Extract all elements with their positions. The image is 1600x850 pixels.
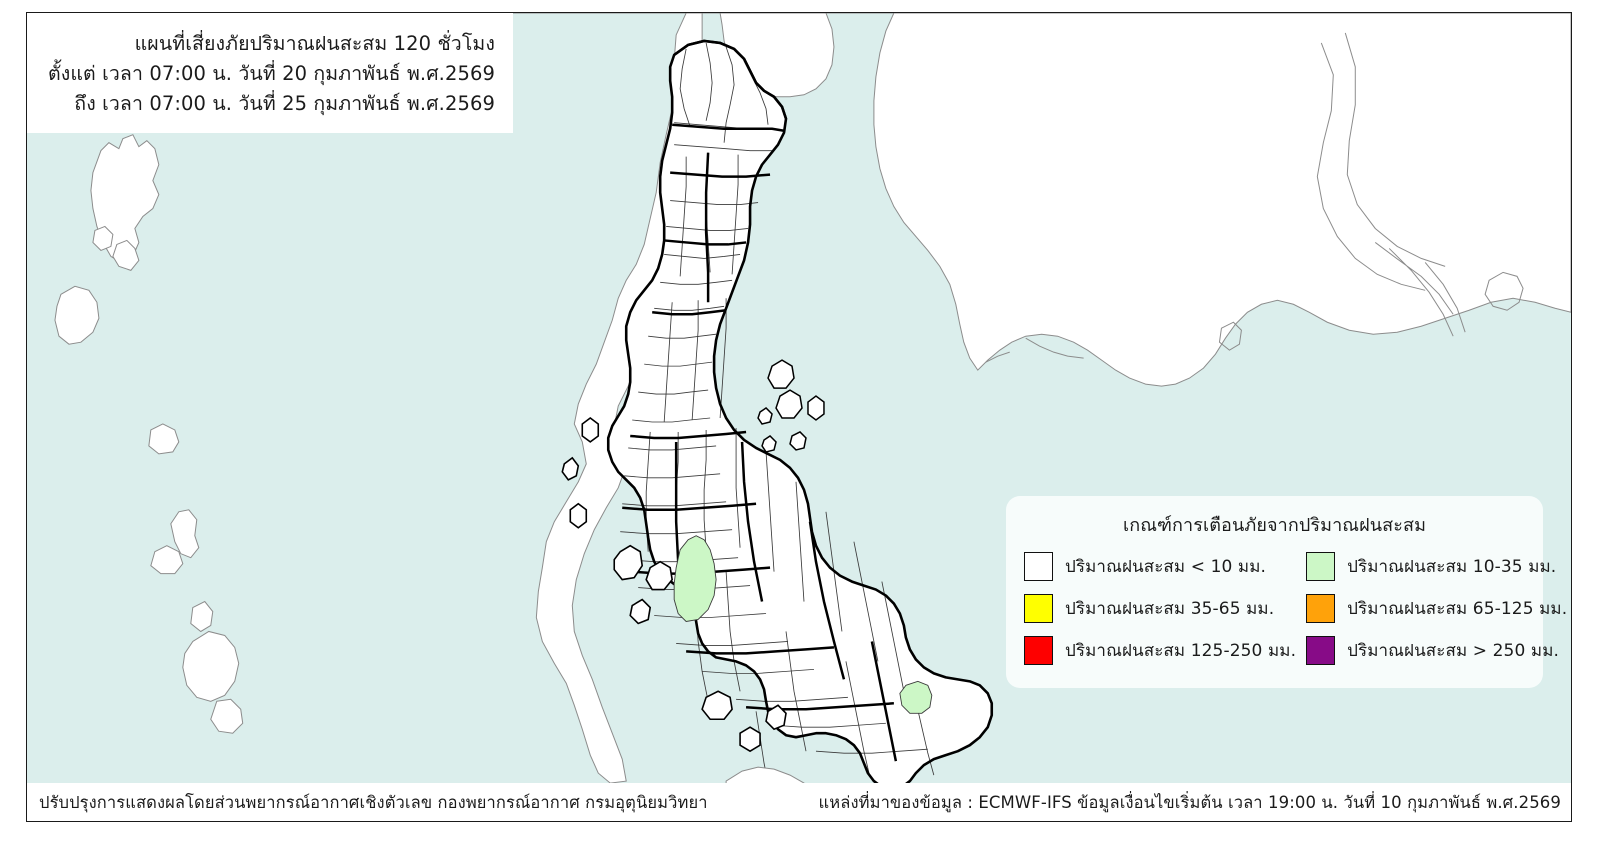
legend-item-125-250[interactable]: ปริมาณฝนสะสม 125-250 มม. xyxy=(1024,636,1296,665)
legend-item-65-125[interactable]: ปริมาณฝนสะสม 65-125 มม. xyxy=(1306,594,1567,623)
legend-label-125-250: ปริมาณฝนสะสม 125-250 มม. xyxy=(1065,641,1297,661)
title-line-2: ตั้งแต่ เวลา 07:00 น. วันที่ 20 กุมภาพัน… xyxy=(48,62,495,85)
legend-item-35-65[interactable]: ปริมาณฝนสะสม 35-65 มม. xyxy=(1024,594,1296,623)
legend-item-gt250[interactable]: ปริมาณฝนสะสม > 250 มม. xyxy=(1306,636,1567,665)
pattani-province-highlight xyxy=(899,680,933,714)
andaman-island-small-b xyxy=(112,239,140,271)
map-canvas[interactable]: .land { fill:#ffffff; stroke:#8c8c8c; st… xyxy=(27,13,1571,821)
title-line-3: ถึง เวลา 07:00 น. วันที่ 25 กุมภาพันธ์ พ… xyxy=(74,92,495,115)
legend-swatch-35-65 xyxy=(1024,594,1053,623)
upper-gulf-coast xyxy=(702,13,835,98)
nicobar-island-a xyxy=(148,423,180,455)
legend-label-gt250: ปริมาณฝนสะสม > 250 มม. xyxy=(1347,641,1560,661)
legend-title: เกณฑ์การเตือนภัยจากปริมาณฝนสะสม xyxy=(1122,515,1427,536)
nicobar-island-b xyxy=(170,509,200,559)
legend-swatch-lt10 xyxy=(1024,552,1053,581)
andaman-thai-islands xyxy=(561,417,787,753)
sumatra-island-north xyxy=(182,630,240,702)
andaman-island-small-a xyxy=(92,225,114,251)
nicobar-island-d xyxy=(190,600,214,633)
gulf-coast-detail xyxy=(985,337,1084,363)
legend-grid: ปริมาณฝนสะสม < 10 มม. ปริมาณฝนสะสม 10-35… xyxy=(1024,552,1567,665)
indochina-landmass xyxy=(825,13,1571,387)
phu-quoc-outline xyxy=(1218,321,1242,351)
legend-label-10-35: ปริมาณฝนสะสม 10-35 มม. xyxy=(1347,557,1557,577)
footer-source-text: แหล่งที่มาของข้อมูล : ECMWF-IFS ข้อมูลเง… xyxy=(818,793,1561,812)
legend-label-lt10: ปริมาณฝนสะสม < 10 มม. xyxy=(1065,557,1267,577)
nicobar-island-c xyxy=(150,545,184,575)
legend-panel: เกณฑ์การเตือนภัยจากปริมาณฝนสะสม ปริมาณฝน… xyxy=(1006,496,1567,688)
legend-label-35-65: ปริมาณฝนสะสม 35-65 มม. xyxy=(1065,599,1275,619)
map-frame: .land { fill:#ffffff; stroke:#8c8c8c; st… xyxy=(26,12,1572,822)
footer-strip: ปรับปรุงการแสดงผลโดยส่วนพยากรณ์อากาศเชิง… xyxy=(27,783,1571,821)
legend-item-10-35[interactable]: ปริมาณฝนสะสม 10-35 มม. xyxy=(1306,552,1567,581)
footer-credit-text: ปรับปรุงการแสดงผลโดยส่วนพยากรณ์อากาศเชิง… xyxy=(39,793,708,812)
mekong-river-lines xyxy=(1316,32,1466,337)
gulf-islands xyxy=(757,359,825,453)
title-line-1: แผนที่เสี่ยงภัยปริมาณฝนสะสม 120 ชั่วโมง xyxy=(134,32,495,55)
andaman-island-middle xyxy=(54,285,100,345)
hainan-island-outline xyxy=(1484,271,1524,311)
legend-swatch-65-125 xyxy=(1306,594,1336,623)
legend-swatch-gt250 xyxy=(1306,636,1336,665)
sumatra-island-tail xyxy=(210,698,244,734)
legend-swatch-125-250 xyxy=(1024,636,1053,665)
legend-swatch-10-35 xyxy=(1306,552,1336,581)
legend-label-65-125: ปริมาณฝนสะสม 65-125 มม. xyxy=(1347,599,1568,619)
legend-item-lt10[interactable]: ปริมาณฝนสะสม < 10 มม. xyxy=(1024,552,1296,581)
title-box: แผนที่เสี่ยงภัยปริมาณฝนสะสม 120 ชั่วโมง … xyxy=(27,13,513,133)
ranong-province-highlight xyxy=(673,535,717,622)
